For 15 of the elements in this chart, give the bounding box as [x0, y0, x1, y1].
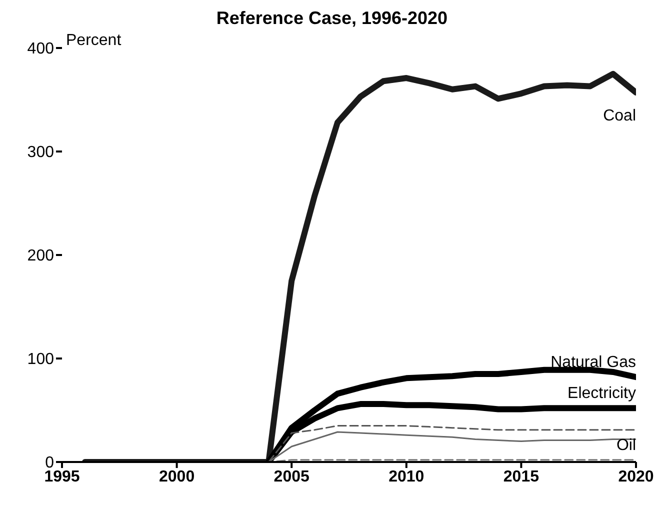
- series-label: Coal: [603, 108, 636, 125]
- series-label: Oil: [616, 436, 636, 454]
- chart-title: Reference Case, 1996-2020: [215, 8, 449, 29]
- x-tick-label: 2015: [503, 468, 540, 486]
- series-label: Natural Gas: [550, 354, 636, 372]
- y-tick-label: 400: [27, 40, 54, 58]
- x-tick-label: 2005: [274, 468, 310, 486]
- y-axis-title: Percent: [66, 32, 122, 50]
- y-tick-label: 200: [27, 248, 54, 265]
- x-tick-label: 2010: [388, 468, 424, 486]
- series-label: Electricity: [568, 385, 636, 402]
- y-tick-label: 300: [27, 144, 54, 162]
- x-tick-label: 2000: [159, 468, 195, 486]
- y-tick-label: 100: [27, 351, 54, 368]
- x-tick-label: 2020: [618, 468, 654, 486]
